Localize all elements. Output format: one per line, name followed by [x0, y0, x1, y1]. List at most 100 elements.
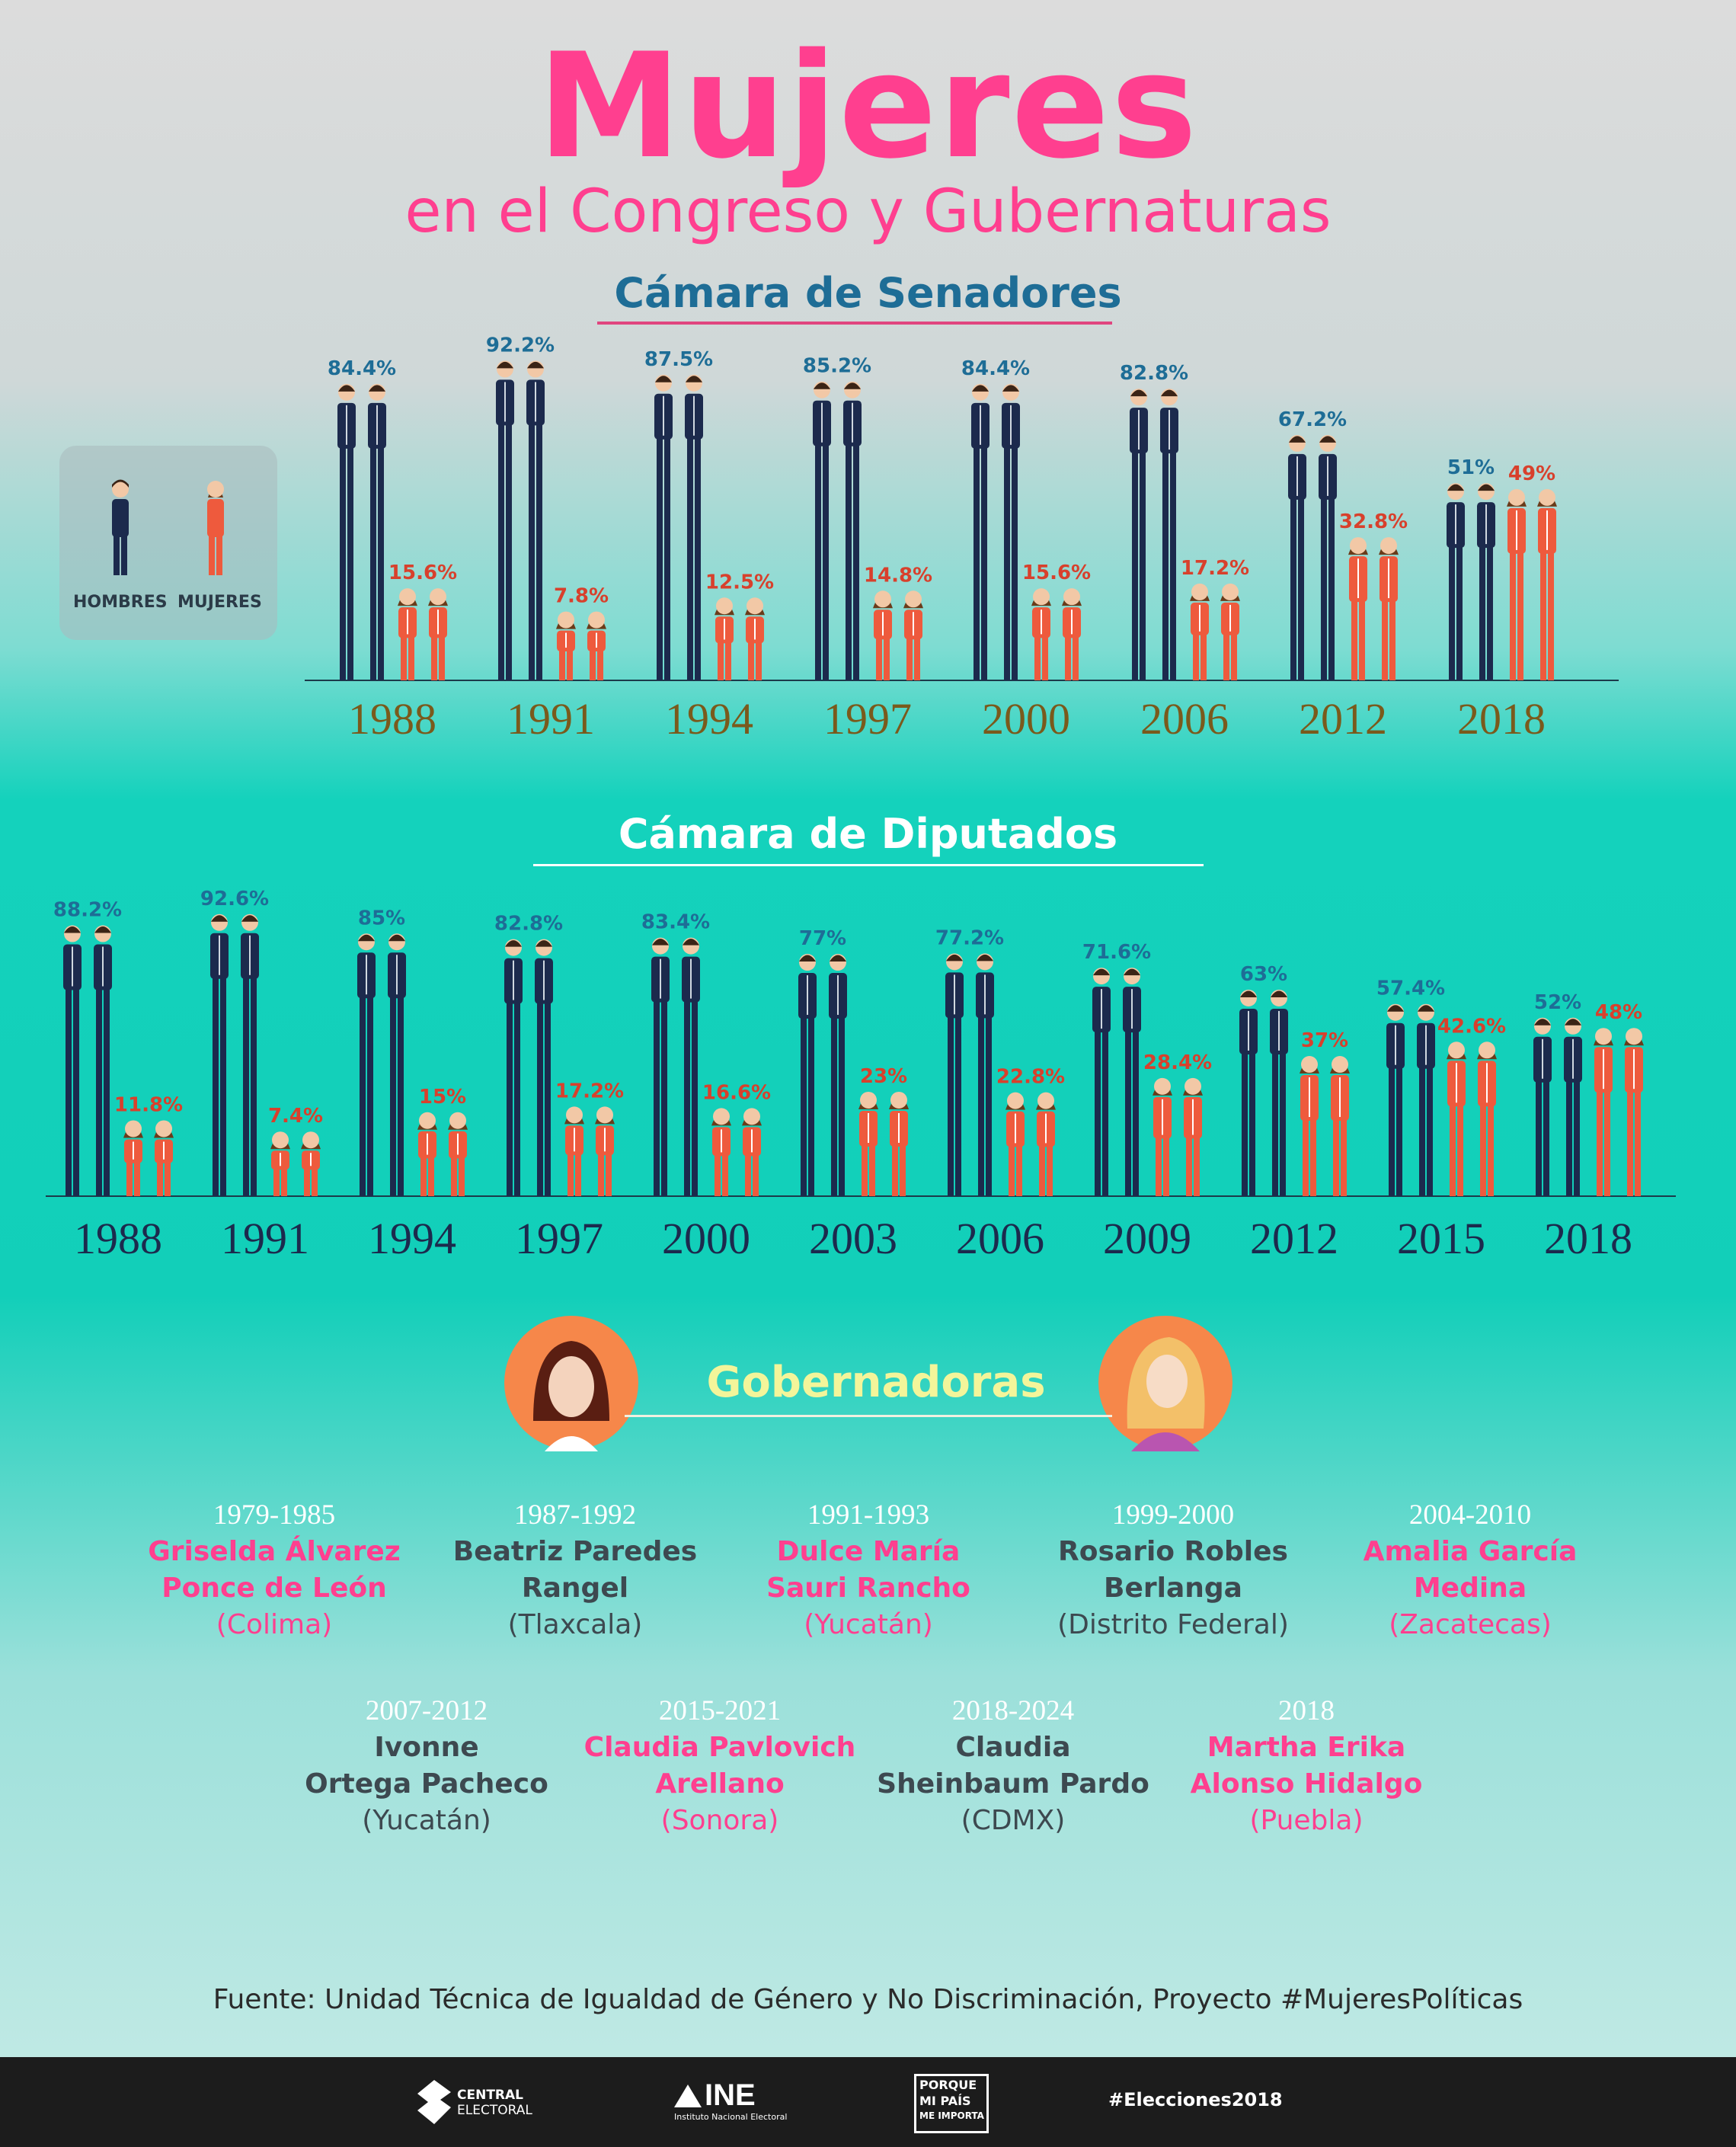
page-title: Mujeres [537, 22, 1199, 190]
footer-bar: CENTRAL ELECTORAL INE Instituto Nacional… [0, 2057, 1736, 2147]
woman-avatar-dark-hair-icon [504, 1316, 638, 1451]
women-value-label: 48% [1595, 1001, 1642, 1024]
gobernadora-entry: 1987-1992 Beatriz Paredes Rangel (Tlaxcala) [415, 1497, 735, 1643]
year-tick-label: 2018 [1544, 1214, 1632, 1263]
bar-men [651, 937, 700, 1196]
gobernadora-name-line2: Ponce de León [161, 1573, 387, 1604]
gobernadora-name-line1: Rosario Robles [1058, 1536, 1288, 1567]
women-value-label: 15.6% [1022, 562, 1091, 584]
gobernadora-entry: 1979-1985 Griselda Álvarez Ponce de León (C… [114, 1497, 434, 1643]
year-tick-label: 1988 [348, 694, 436, 744]
bar-women [564, 1106, 615, 1196]
porque-line1: PORQUE [919, 2078, 977, 2092]
year-tick-label: 2006 [956, 1214, 1044, 1263]
bar-women [270, 1131, 321, 1196]
bar-women [1594, 1028, 1644, 1196]
porque-line2: MI PAÍS [919, 2094, 971, 2108]
gobernadora-entry: 2015-2021 Claudia Pavlovich Arellano (Sonor… [560, 1693, 880, 1839]
bar-men [1130, 389, 1178, 680]
bar-women [1031, 588, 1082, 680]
bar-women [123, 1120, 174, 1196]
year-tick-label: 1997 [823, 694, 912, 744]
bar-men [654, 374, 703, 680]
bar-men [1533, 1017, 1582, 1196]
year-tick-label: 2012 [1299, 694, 1387, 744]
gobernadoras-title: Gobernadoras [706, 1358, 1046, 1407]
men-value-label: 82.8% [1120, 362, 1188, 385]
gobernadora-state: (Distrito Federal) [1057, 1609, 1289, 1640]
men-value-label: 51% [1447, 456, 1495, 479]
bar-women [1153, 1077, 1203, 1196]
year-tick-label: 1991 [507, 694, 595, 744]
bar-men [1288, 434, 1337, 680]
bar-men [1239, 989, 1288, 1196]
legend-woman-icon [207, 481, 224, 575]
woman-avatar-blonde-icon [1098, 1316, 1232, 1451]
year-tick-label: 2012 [1250, 1214, 1338, 1263]
gobernadora-name-line2: Rangel [521, 1573, 629, 1604]
year-tick-label: 1988 [74, 1214, 162, 1263]
bar-men [798, 954, 847, 1196]
women-value-label: 15% [419, 1086, 466, 1109]
year-tick-label: 2006 [1140, 694, 1229, 744]
gobernadora-name-line2: Sheinbaum Pardo [877, 1768, 1149, 1800]
diputados-title-underline [533, 864, 1204, 866]
legend-men-label: HOMBRES [73, 593, 168, 612]
ine-logo-subtitle: Instituto Nacional Electoral [674, 2112, 788, 2122]
men-value-label: 83.4% [641, 911, 710, 934]
bar-women [1005, 1092, 1056, 1196]
gobernadora-entry: 2007-2012 Ivonne Ortega Pacheco (Yucatán) [267, 1693, 587, 1839]
women-value-label: 15.6% [388, 562, 457, 584]
gobernadora-name-line1: Amalia García [1363, 1536, 1578, 1567]
men-value-label: 77% [799, 927, 846, 950]
men-value-label: 87.5% [644, 348, 713, 371]
diputados-chart: 88.2% 11.8% 1988 92.6% 7.4% 1991 85% 15% 1994 82.… [46, 888, 1676, 1263]
hashtag-label: #Elecciones2018 [1108, 2089, 1283, 2110]
legend-figures [112, 479, 224, 575]
gobernadora-state: (Yucatán) [804, 1609, 933, 1640]
men-value-label: 84.4% [328, 357, 396, 380]
gobernadora-name-line1: Martha Erika [1207, 1732, 1406, 1763]
gobernadora-years: 2018-2024 [951, 1695, 1075, 1726]
women-value-label: 7.4% [268, 1105, 323, 1128]
year-tick-label: 1997 [515, 1214, 603, 1263]
gobernadora-entry: 2018 Martha Erika Alonso Hidalgo (Puebla) [1146, 1693, 1466, 1839]
gobernadora-name-line1: Beatriz Paredes [452, 1536, 698, 1567]
year-tick-label: 1994 [368, 1214, 456, 1263]
men-value-label: 67.2% [1278, 408, 1347, 431]
page-subtitle: en el Congreso y Gubernaturas [404, 178, 1332, 246]
gobernadora-years: 2007-2012 [365, 1695, 488, 1726]
year-tick-label: 1994 [665, 694, 753, 744]
gobernadora-entry: 1991-1993 Dulce María Sauri Rancho (Yucatán… [708, 1497, 1028, 1643]
gobernadora-entry: 1999-2000 Rosario Robles Berlanga (Distrito… [1013, 1497, 1333, 1643]
women-value-label: 37% [1301, 1029, 1348, 1052]
gobernadora-name-line2: Berlanga [1104, 1573, 1242, 1604]
men-value-label: 85% [358, 907, 405, 930]
senadores-chart: 84.4% 15.6% 1988 92.2% 7.8% 1991 87.5% 12.5% 199… [305, 334, 1619, 744]
porque-mi-pais-logo [914, 2074, 989, 2133]
year-tick-label: 2000 [982, 694, 1070, 744]
men-value-label: 92.6% [200, 888, 269, 910]
bar-men [63, 925, 112, 1196]
central-electoral-logo-icon [417, 2080, 451, 2124]
bar-women [1447, 1042, 1497, 1196]
women-value-label: 49% [1508, 462, 1555, 485]
gobernadora-state: (Colima) [216, 1609, 333, 1640]
men-value-label: 84.4% [961, 357, 1030, 380]
gobernadora-name-line1: Claudia Pavlovich [583, 1732, 856, 1763]
women-value-label: 42.6% [1437, 1015, 1506, 1038]
gobernadoras-line [625, 1415, 1112, 1417]
gobernadora-name-line2: Medina [1413, 1573, 1527, 1604]
men-value-label: 63% [1240, 963, 1287, 986]
women-value-label: 22.8% [996, 1066, 1065, 1089]
senadores-title-underline [597, 322, 1112, 325]
legend-women-label: MUJERES [177, 593, 262, 612]
source-note: Fuente: Unidad Técnica de Igualdad de Gé… [213, 1984, 1523, 2015]
women-value-label: 17.2% [1181, 557, 1249, 580]
central-electoral-line1: CENTRAL [457, 2088, 523, 2103]
bar-women [711, 1108, 762, 1196]
gobernadora-name-line2: Arellano [655, 1768, 785, 1800]
bar-men [496, 360, 545, 680]
men-value-label: 77.2% [935, 926, 1004, 949]
ine-logo-text: INE [705, 2078, 756, 2112]
